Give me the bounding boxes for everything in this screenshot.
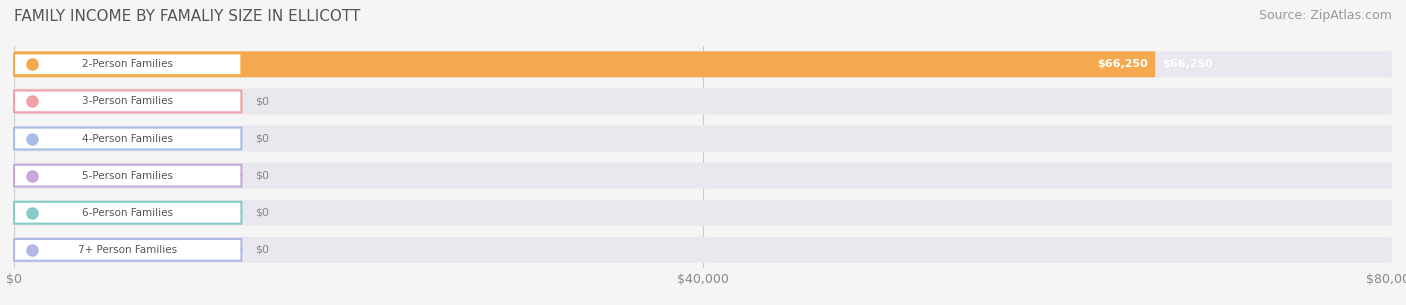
Text: FAMILY INCOME BY FAMALIY SIZE IN ELLICOTT: FAMILY INCOME BY FAMALIY SIZE IN ELLICOT…: [14, 9, 360, 24]
FancyBboxPatch shape: [14, 202, 242, 224]
FancyBboxPatch shape: [14, 165, 242, 187]
Text: $66,250: $66,250: [1098, 59, 1149, 69]
FancyBboxPatch shape: [14, 237, 1392, 263]
FancyBboxPatch shape: [14, 239, 242, 261]
FancyBboxPatch shape: [14, 91, 242, 112]
FancyBboxPatch shape: [14, 51, 1392, 77]
Text: $0: $0: [256, 96, 269, 106]
Text: 7+ Person Families: 7+ Person Families: [79, 245, 177, 255]
Text: $0: $0: [256, 170, 269, 181]
Text: $0: $0: [256, 245, 269, 255]
Text: 2-Person Families: 2-Person Families: [82, 59, 173, 69]
FancyBboxPatch shape: [14, 53, 242, 75]
Text: 6-Person Families: 6-Person Families: [82, 208, 173, 218]
Text: 4-Person Families: 4-Person Families: [82, 134, 173, 144]
Text: 3-Person Families: 3-Person Families: [82, 96, 173, 106]
FancyBboxPatch shape: [14, 126, 1392, 152]
FancyBboxPatch shape: [14, 51, 1156, 77]
Text: Source: ZipAtlas.com: Source: ZipAtlas.com: [1258, 9, 1392, 22]
FancyBboxPatch shape: [14, 88, 1392, 114]
Text: 5-Person Families: 5-Person Families: [82, 170, 173, 181]
Text: $66,250: $66,250: [1161, 59, 1213, 69]
FancyBboxPatch shape: [14, 127, 242, 149]
FancyBboxPatch shape: [14, 163, 1392, 188]
FancyBboxPatch shape: [14, 200, 1392, 226]
Text: $0: $0: [256, 134, 269, 144]
Text: $0: $0: [256, 208, 269, 218]
